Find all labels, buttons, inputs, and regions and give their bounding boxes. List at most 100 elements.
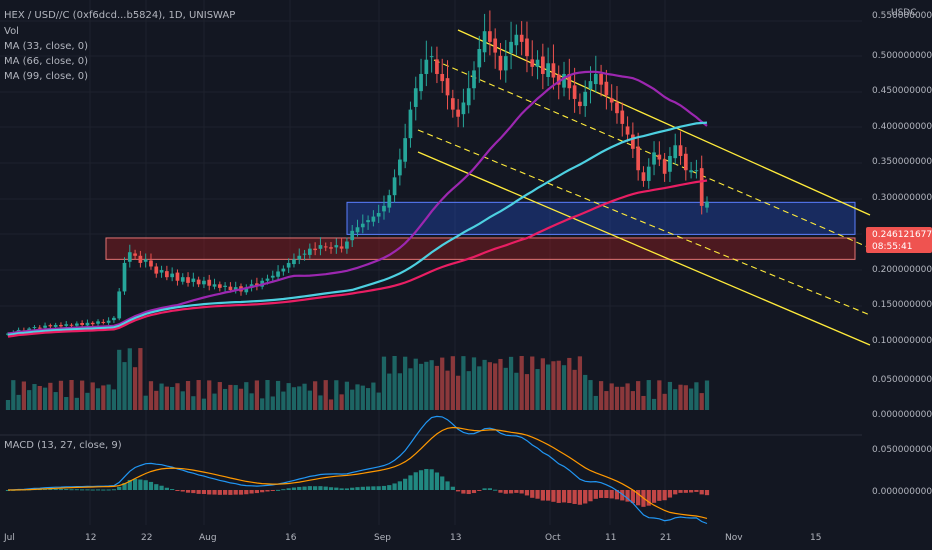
candle-body [668, 155, 672, 172]
x-tick: Jul [3, 533, 15, 543]
x-tick: 12 [85, 533, 96, 543]
candle-body [27, 328, 32, 331]
volume-bar [249, 393, 254, 410]
price-axis[interactable]: 0.5500000000 0.5000000000 0.4500000000 0… [872, 11, 932, 497]
channel-mid-upper-line [433, 59, 871, 249]
candle-body [191, 278, 196, 282]
candle-body [302, 253, 307, 255]
candle-body [85, 322, 90, 326]
candle-body [403, 138, 408, 162]
macd-histogram-bar [408, 475, 413, 490]
candle-body [683, 153, 688, 171]
legend-vol[interactable]: Vol [4, 26, 19, 37]
macd-histogram-bar [85, 489, 90, 491]
macd-histogram-bar [53, 488, 58, 490]
macd-histogram-bar [201, 490, 207, 495]
candle-body [445, 78, 450, 96]
macd-histogram-bar [392, 483, 397, 490]
legend-macd[interactable]: MACD (13, 27, close, 9) [4, 440, 122, 451]
candle-body [175, 272, 180, 281]
candle-body [641, 172, 646, 181]
macd-histogram-bar [440, 476, 445, 490]
macd-histogram-bar [567, 490, 572, 504]
volume-bar [598, 381, 604, 410]
legend-ma66[interactable]: MA (66, close, 0) [4, 56, 88, 67]
candle-body [673, 145, 678, 159]
volume-bar [339, 394, 344, 410]
legend-ma33[interactable]: MA (33, close, 0) [4, 41, 88, 52]
macd-histogram-bar [413, 472, 418, 490]
candle-body [350, 230, 355, 241]
volume-bar [159, 383, 164, 410]
demand-zone [346, 201, 856, 235]
ma99-line [7, 179, 708, 338]
macd-histogram-bar [429, 469, 434, 490]
volume-bar [604, 391, 609, 410]
candle-body [588, 81, 593, 89]
macd-histogram-bar [207, 490, 212, 495]
volume-bar [593, 395, 598, 410]
candle-body [525, 38, 529, 57]
y-tick: 0.4000000000 [872, 122, 932, 132]
candle-body [562, 73, 566, 88]
x-tick: 13 [450, 533, 461, 543]
candle-body [307, 248, 312, 255]
volume-bar [328, 399, 334, 410]
volume-bar [95, 388, 101, 410]
macd-histogram-bar [122, 482, 127, 490]
candle-body [329, 247, 333, 249]
macd-histogram-bar [265, 490, 270, 492]
volume-bar [344, 381, 350, 410]
y-tick: 0.2000000000 [872, 265, 932, 275]
candle-body [604, 81, 609, 96]
volume-bar [519, 356, 524, 410]
candle-body [297, 255, 302, 260]
candle-body [694, 170, 699, 172]
candle-body [657, 154, 662, 160]
candle-body [281, 268, 286, 272]
candle-body [472, 70, 476, 89]
candle-body [567, 73, 572, 89]
volume-bar [238, 388, 244, 410]
macd-histogram-bar [365, 486, 371, 490]
candle-body [477, 49, 482, 68]
volume-bar [678, 384, 683, 410]
volume-bar [286, 383, 291, 410]
candle-body [339, 246, 344, 249]
macd-histogram-bar [471, 490, 477, 494]
x-tick: 16 [285, 533, 297, 543]
macd-histogram-bar [546, 490, 551, 501]
candle-body [424, 59, 429, 74]
macd-histogram-bar [614, 490, 620, 500]
macd-histogram-bar [688, 490, 694, 493]
macd-histogram-bar [487, 488, 493, 490]
volume-bar [217, 382, 222, 410]
macd-histogram-bar [524, 490, 530, 496]
candle-body [154, 266, 159, 274]
macd-histogram-bar [117, 486, 122, 490]
volume-bar [387, 373, 392, 410]
macd-histogram-bar [387, 485, 392, 490]
volume-bar [408, 368, 413, 410]
candle-body [217, 284, 222, 288]
volume-bar [403, 356, 408, 410]
macd-histogram-bar [530, 490, 535, 498]
time-axis[interactable]: Jul 12 22 Aug 16 Sep 13 Oct 11 21 Nov 15 [3, 533, 821, 543]
volume-bar [16, 394, 21, 410]
volume-bar [445, 370, 450, 410]
volume-bar [688, 388, 694, 410]
candle-body [413, 88, 418, 107]
candle-body [440, 73, 445, 82]
candle-body [196, 279, 201, 285]
candle-body [578, 101, 582, 107]
macd-histogram-bar [704, 490, 710, 496]
volume-bar [185, 381, 191, 410]
legend-ma99[interactable]: MA (99, close, 0) [4, 71, 88, 82]
macd-histogram-bar [508, 490, 514, 494]
candle-body [398, 159, 402, 176]
volume-bar [80, 380, 85, 410]
volume-bar [641, 395, 646, 410]
volume-bar [482, 359, 487, 410]
macd-histogram-bar [609, 490, 614, 499]
